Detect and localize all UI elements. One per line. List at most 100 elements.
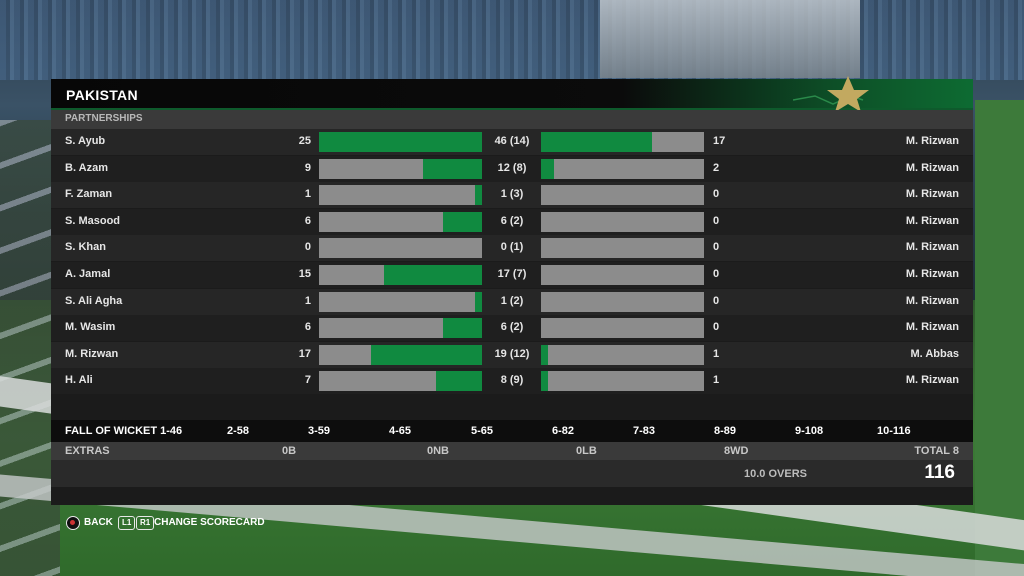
right-contribution-bar (541, 291, 704, 312)
partnership-row: B. Azam 9 12 (8) 2 M. Rizwan (51, 155, 973, 182)
left-contribution-fill (436, 371, 482, 392)
left-batter-runs: 6 (304, 214, 311, 227)
team-score: 116 (924, 462, 955, 483)
left-contribution-fill (319, 132, 482, 152)
partnership-total: 1 (2) (500, 294, 524, 307)
extras-wides: 8WD (724, 445, 749, 457)
right-batter-runs: 0 (713, 214, 720, 227)
partnership-row: M. Rizwan 17 19 (12) 1 M. Abbas (51, 341, 973, 368)
right-batter-runs: 17 (713, 135, 726, 147)
back-button[interactable]: BACK (84, 517, 113, 528)
partnership-total: 17 (7) (497, 268, 527, 280)
left-contribution-bar (319, 132, 482, 152)
right-batter-name: M. Rizwan (905, 374, 959, 387)
partnership-row: M. Wasim 6 6 (2) 0 M. Rizwan (51, 315, 973, 342)
left-contribution-fill (443, 211, 482, 232)
fow-item: 2-58 (227, 425, 250, 437)
left-contribution-fill (475, 185, 482, 206)
fow-item: 10-116 (877, 425, 911, 437)
team-star-emblem-icon (793, 76, 869, 112)
left-batter-name: F. Zaman (65, 188, 113, 201)
left-batter-runs: 15 (298, 268, 311, 280)
left-batter-runs: 0 (304, 241, 311, 254)
team-name: PAKISTAN (66, 87, 138, 103)
team-header: PAKISTAN (51, 76, 973, 112)
left-contribution-bar (319, 185, 482, 206)
left-batter-name: H. Ali (65, 374, 93, 387)
fow-item: 4-65 (389, 425, 412, 437)
left-contribution-bar (319, 265, 482, 285)
fall-of-wickets-bar: FALL OF WICKET 1-46 2-58 3-59 4-65 5-65 … (51, 420, 973, 442)
right-batter-runs: 0 (713, 188, 720, 201)
right-batter-runs: 0 (713, 321, 720, 334)
left-batter-runs: 25 (298, 135, 311, 147)
extras-byes: 0B (282, 445, 297, 457)
innings-total-bar: 10.0 OVERS 116 (51, 460, 973, 487)
extras-bar: EXTRAS 0B 0NB 0LB 8WD TOTAL 8 (51, 442, 973, 460)
overs-count: 10.0 OVERS (744, 468, 807, 480)
partnership-total: 6 (2) (500, 321, 524, 334)
partnership-row: A. Jamal 15 17 (7) 0 M. Rizwan (51, 262, 973, 288)
stadium-seats (0, 0, 1024, 80)
partnership-row: H. Ali 7 8 (9) 1 M. Rizwan (51, 368, 973, 395)
left-contribution-fill (423, 158, 482, 179)
left-batter-runs: 1 (304, 188, 311, 201)
right-batter-name: M. Rizwan (905, 161, 959, 174)
extras-total: TOTAL 8 (914, 445, 959, 457)
fow-item: 5-65 (471, 425, 494, 437)
extras-label: EXTRAS (65, 445, 110, 457)
left-contribution-fill (371, 344, 482, 365)
right-batter-runs: 1 (713, 347, 720, 360)
partnership-total: 19 (12) (494, 347, 530, 360)
right-batter-runs: 0 (713, 241, 720, 254)
partnership-row: S. Ali Agha 1 1 (2) 0 M. Rizwan (51, 288, 973, 315)
left-contribution-bar (319, 238, 482, 259)
right-batter-name: M. Abbas (910, 347, 960, 360)
partnership-row: F. Zaman 1 1 (3) 0 M. Rizwan (51, 182, 973, 209)
field-edge (975, 100, 1024, 576)
right-batter-runs: 1 (713, 374, 720, 387)
left-batter-name: S. Ayub (65, 135, 106, 147)
right-batter-name: M. Rizwan (905, 268, 959, 280)
right-contribution-bar (541, 371, 704, 392)
partnership-row: S. Masood 6 6 (2) 0 M. Rizwan (51, 208, 973, 235)
extras-no-balls: 0NB (427, 445, 450, 457)
right-contribution-bar (541, 238, 704, 259)
l1-button-icon[interactable]: L1 (118, 516, 136, 530)
right-batter-name: M. Rizwan (905, 241, 959, 254)
partnership-row: S. Khan 0 0 (1) 0 M. Rizwan (51, 235, 973, 262)
circle-button-icon[interactable] (66, 516, 80, 530)
left-contribution-bar (319, 371, 482, 392)
left-batter-name: S. Masood (65, 214, 121, 227)
left-contribution-fill (443, 318, 482, 339)
right-batter-name: M. Rizwan (905, 188, 959, 201)
left-batter-name: B. Azam (65, 161, 108, 174)
left-batter-name: M. Rizwan (65, 347, 119, 360)
left-contribution-fill (384, 265, 482, 285)
left-contribution-bar (319, 291, 482, 312)
fow-item: 9-108 (795, 425, 824, 437)
left-contribution-bar (319, 318, 482, 339)
partnership-total: 8 (9) (500, 374, 524, 387)
extras-leg-byes: 0LB (576, 445, 597, 457)
scorecard-panel: PAKISTAN PARTNERSHIPS S. Ayub 25 46 (14) 17… (51, 76, 973, 505)
right-contribution-fill (541, 371, 548, 392)
left-contribution-bar (319, 211, 482, 232)
right-contribution-fill (541, 344, 548, 365)
right-contribution-bar (541, 158, 704, 179)
right-batter-runs: 0 (713, 268, 720, 280)
left-contribution-fill (475, 291, 482, 312)
stadium-roof (600, 0, 860, 78)
right-contribution-bar (541, 132, 704, 152)
fow-item: 3-59 (308, 425, 331, 437)
change-scorecard-button[interactable]: CHANGE SCORECARD (154, 517, 265, 528)
right-batter-name: M. Rizwan (905, 135, 959, 147)
left-batter-runs: 7 (304, 374, 311, 387)
left-batter-name: A. Jamal (65, 268, 111, 280)
partnership-row: S. Ayub 25 46 (14) 17 M. Rizwan (51, 129, 973, 155)
right-contribution-fill (541, 132, 652, 152)
left-batter-runs: 17 (298, 347, 311, 360)
r1-button-icon[interactable]: R1 (136, 516, 155, 530)
partnership-total: 12 (8) (497, 161, 527, 174)
right-batter-name: M. Rizwan (905, 294, 959, 307)
